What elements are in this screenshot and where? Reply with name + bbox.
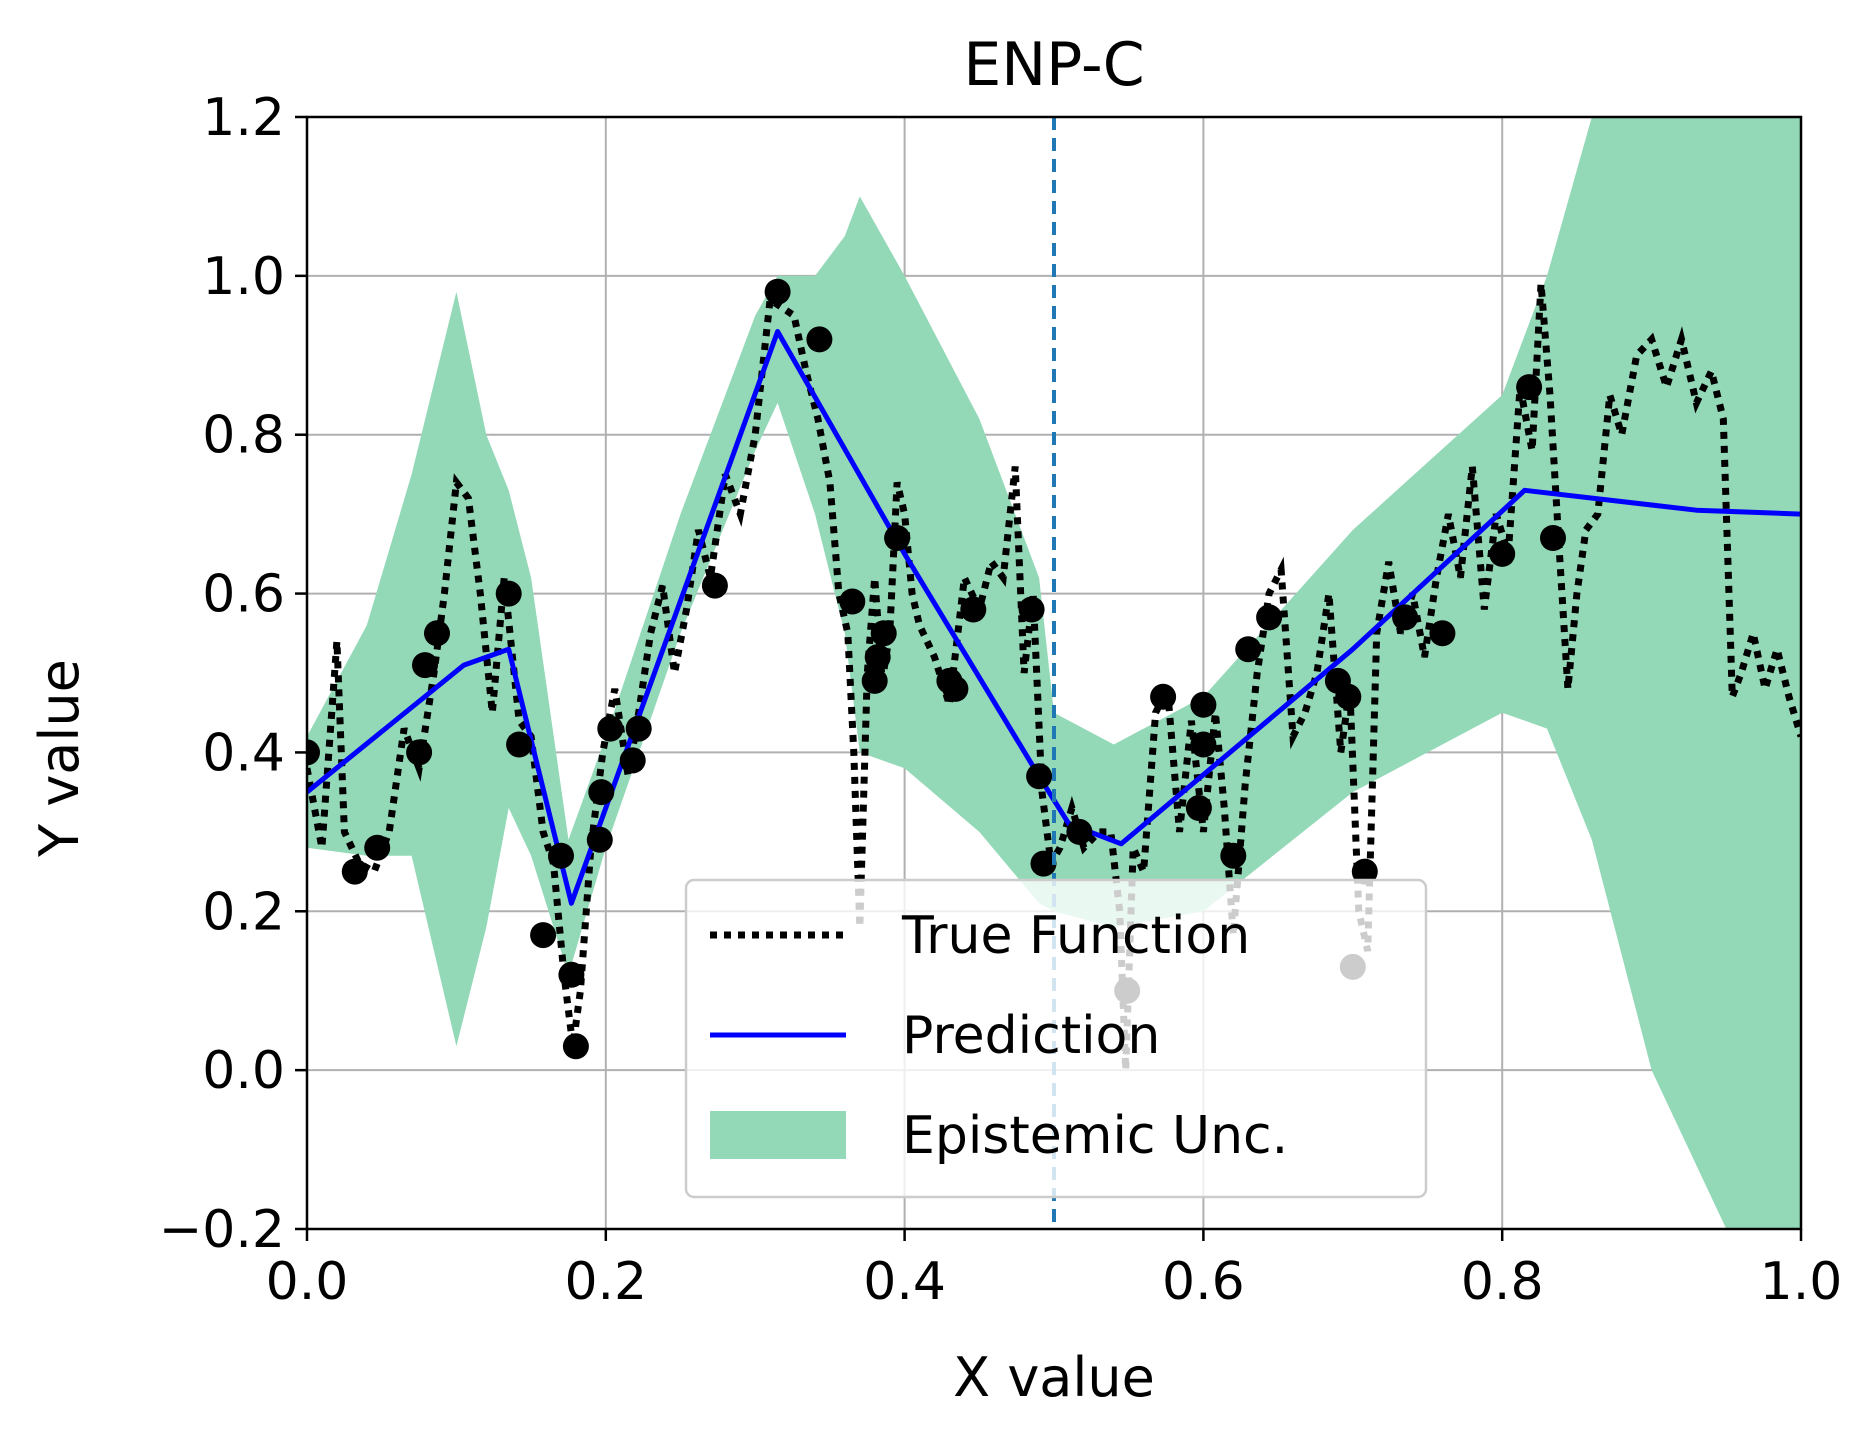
- observed-point: [341, 858, 368, 885]
- observed-point: [1190, 691, 1217, 718]
- observed-point: [406, 739, 433, 766]
- observed-point: [1026, 763, 1053, 790]
- y-tick-label: 1.2: [202, 88, 285, 148]
- x-tick-label: 1.0: [1760, 1252, 1843, 1312]
- observed-point: [1220, 842, 1247, 869]
- y-tick-label: 0.0: [202, 1041, 285, 1101]
- observed-point: [424, 620, 450, 647]
- y-tick-label: 0.8: [202, 406, 285, 466]
- legend-box: [684, 878, 1428, 1199]
- observed-point: [1429, 620, 1456, 647]
- observed-point: [1392, 604, 1419, 631]
- observed-point: [558, 961, 585, 988]
- x-axis-label: X value: [953, 1346, 1155, 1409]
- observed-point: [1489, 540, 1516, 567]
- observed-point: [884, 525, 911, 551]
- plot-area: 0.0 0.2 0.4 0.6 0.8 1.0−0.20.00.20.40.60.81.0…: [159, 88, 1843, 1312]
- observed-point: [1150, 683, 1177, 710]
- y-tick-label: 0.2: [202, 882, 285, 942]
- observed-point: [588, 779, 615, 806]
- x-tick-label: 0.2: [564, 1252, 647, 1312]
- axes-frame: [305, 115, 1803, 1231]
- legend-label: Epistemic Unc.: [902, 1106, 1288, 1166]
- x-tick-label: 0.4: [863, 1252, 946, 1312]
- observed-point: [864, 644, 891, 671]
- observed-point: [1185, 795, 1212, 821]
- observed-point: [1335, 683, 1362, 710]
- observed-point: [495, 580, 522, 607]
- observed-point: [548, 842, 574, 869]
- observed-point: [586, 826, 613, 853]
- observed-point: [870, 620, 897, 647]
- x-tick-label: 0.6: [1162, 1252, 1245, 1312]
- legend-uncertainty-swatch: [710, 1111, 846, 1159]
- observed-point: [619, 747, 646, 774]
- observed-point: [1030, 850, 1057, 877]
- plot-series-group: [307, 117, 1801, 1229]
- observed-point: [861, 667, 888, 694]
- y-tick-label: 0.6: [202, 565, 285, 625]
- chart-title: ENP-C: [963, 30, 1144, 100]
- observed-point: [1018, 596, 1045, 623]
- observed-point: [806, 326, 833, 353]
- observed-point: [307, 739, 320, 766]
- y-axis-label: Y value: [28, 659, 91, 858]
- observed-point: [364, 834, 391, 861]
- y-tick-label: 0.4: [202, 723, 285, 783]
- y-tick-label: 1.0: [202, 247, 285, 307]
- observed-point: [839, 588, 866, 615]
- observed-point: [530, 922, 557, 949]
- observed-point: [506, 731, 533, 758]
- x-tick-label: 0.0: [266, 1252, 349, 1312]
- observed-point: [1066, 818, 1093, 845]
- observed-point: [625, 715, 652, 742]
- y-tick-label: −0.2: [159, 1200, 285, 1260]
- observed-point: [764, 278, 791, 305]
- observed-point: [412, 652, 438, 679]
- observed-point: [1351, 858, 1378, 885]
- x-tick-label: 0.8: [1461, 1252, 1544, 1312]
- epistemic-uncertainty-band: [307, 117, 1801, 1229]
- observed-point: [1190, 731, 1217, 758]
- observed-point: [1235, 636, 1262, 663]
- observed-point: [562, 1033, 589, 1060]
- legend-label: True Function: [901, 906, 1250, 966]
- observed-point: [960, 596, 987, 623]
- observed-point: [1256, 604, 1283, 631]
- observed-point: [1516, 374, 1543, 401]
- observed-point: [597, 715, 624, 742]
- legend-label: Prediction: [902, 1006, 1160, 1066]
- observed-point: [1540, 525, 1566, 551]
- true-function-line: [307, 283, 1801, 1071]
- observed-point: [942, 675, 969, 702]
- observed-point: [701, 572, 728, 599]
- legend: True Function Prediction Epistemic Unc.: [684, 878, 1428, 1199]
